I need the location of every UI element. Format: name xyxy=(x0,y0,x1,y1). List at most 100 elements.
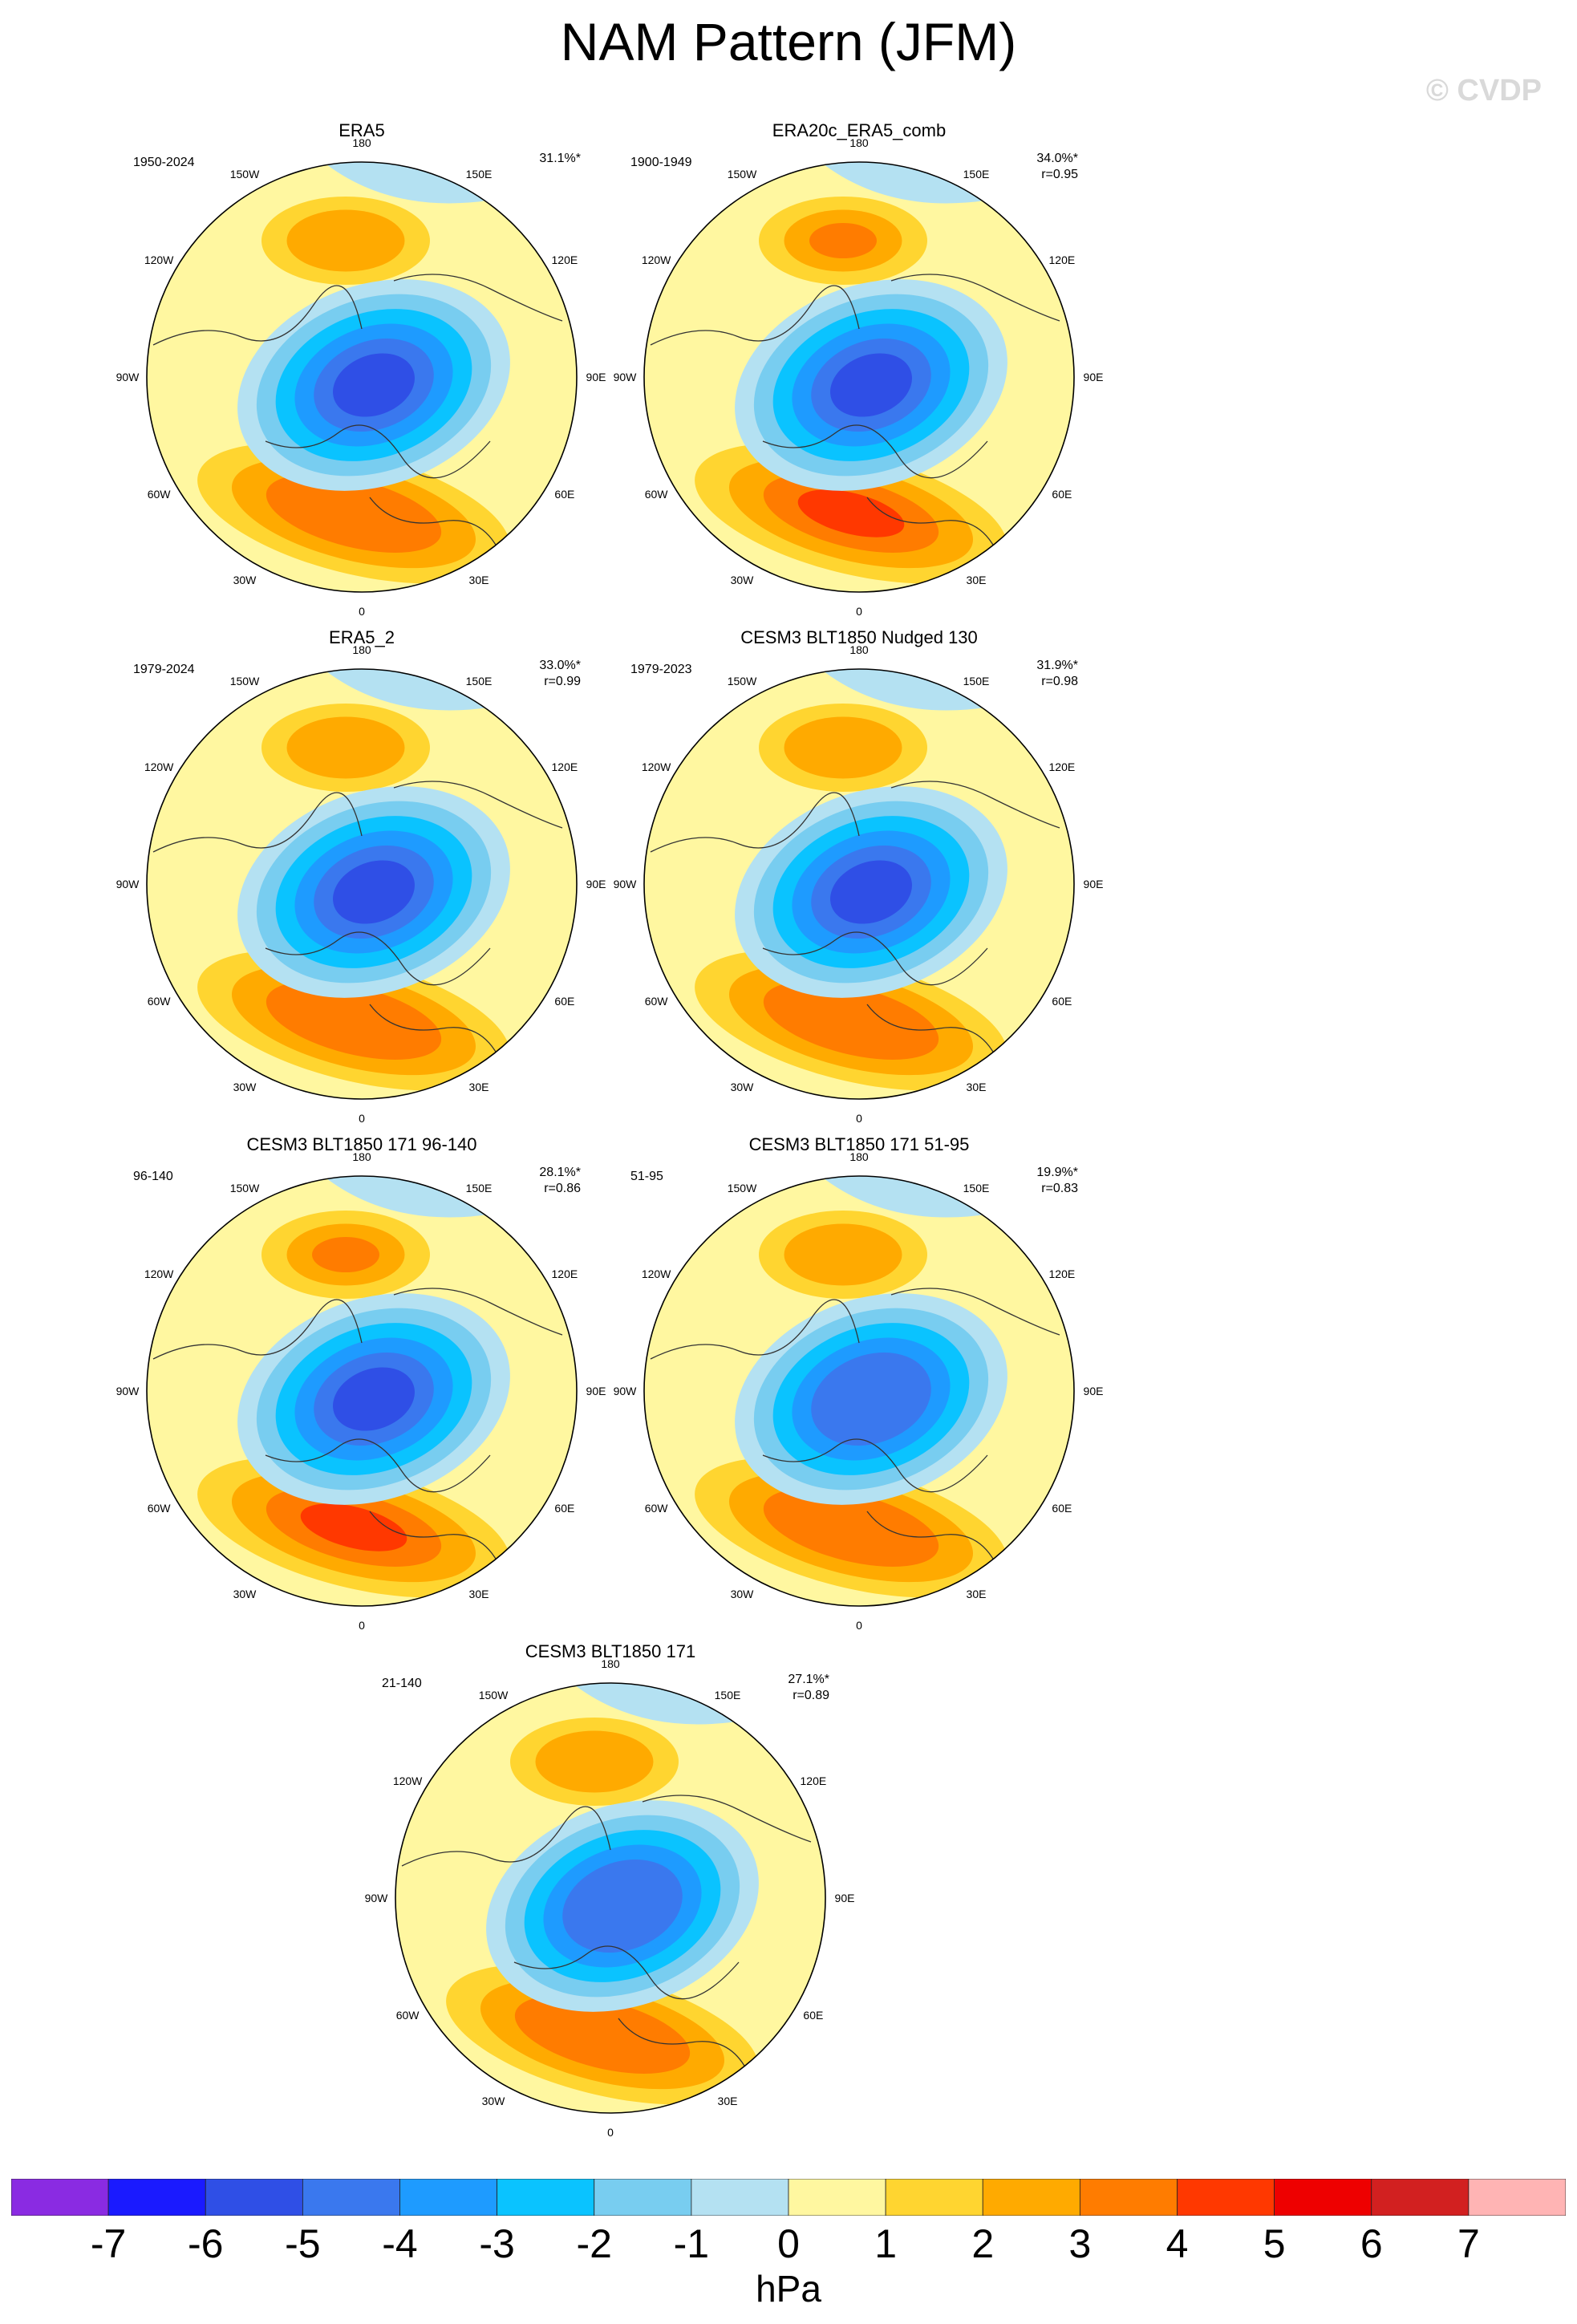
lon-label: 60E xyxy=(554,995,575,1008)
map-panel-1: ERA5 1950-2024 31.1%* 180 150E 120E 90E 60E 30E 0… xyxy=(1,120,723,618)
lon-label: 60E xyxy=(803,2009,824,2022)
lon-label: 0 xyxy=(856,605,862,618)
polar-map xyxy=(643,161,1075,593)
colorbar-tick-label: -2 xyxy=(576,2221,612,2266)
lon-label: 30E xyxy=(966,573,987,586)
panel-period: 1900-1949 xyxy=(630,156,692,169)
arctic-negative-contour xyxy=(333,1367,415,1431)
lon-label: 180 xyxy=(849,136,869,149)
lon-label: 30W xyxy=(233,1080,257,1093)
lon-label: 90W xyxy=(613,878,637,890)
lon-label: 0 xyxy=(359,605,365,618)
colorbar-tick-label: -3 xyxy=(479,2221,515,2266)
lon-label: 30W xyxy=(730,1587,754,1600)
atlantic-positive-contour xyxy=(266,474,442,553)
colorbar-tick-label: -4 xyxy=(382,2221,418,2266)
colorbar-swatch xyxy=(107,2179,206,2216)
lon-label: 90W xyxy=(613,1385,637,1397)
colorbar-tick-label: 3 xyxy=(1068,2221,1092,2266)
lon-label: 60E xyxy=(1052,995,1072,1008)
colorbar-swatch xyxy=(1468,2179,1566,2216)
colorbar-tick-label: 7 xyxy=(1457,2221,1480,2266)
lon-label: 30E xyxy=(966,1587,987,1600)
lon-label: 180 xyxy=(352,643,371,656)
lon-label: 150W xyxy=(727,1182,757,1195)
map-panel-6: CESM3 BLT1850 171 51-95 51-95 19.9%* r=0.83… xyxy=(498,1134,1220,1632)
panel-variance-pct: 28.1%* xyxy=(539,1166,581,1179)
lon-label: 60E xyxy=(554,488,575,501)
polar-map xyxy=(146,1175,578,1607)
lon-label: 90E xyxy=(586,371,606,383)
panel-period: 1950-2024 xyxy=(133,156,195,169)
coastline xyxy=(650,274,1060,570)
lon-label: 150E xyxy=(963,675,990,688)
panel-title: ERA20c_ERA5_comb xyxy=(772,120,947,140)
lon-label: 150E xyxy=(963,168,990,181)
arctic-negative-contour xyxy=(830,353,912,417)
colorbar-tick-label: 6 xyxy=(1360,2221,1383,2266)
lon-label: 180 xyxy=(352,136,371,149)
panel-title: CESM3 BLT1850 171 51-95 xyxy=(748,1134,970,1154)
lon-label: 180 xyxy=(352,1150,371,1163)
pacific-positive-contour xyxy=(312,1237,379,1272)
pacific-positive-contour xyxy=(535,1730,654,1793)
lon-label: 90W xyxy=(116,371,140,383)
pacific-positive-contour xyxy=(784,716,902,779)
lon-label: 150E xyxy=(465,168,493,181)
copyright-watermark: © CVDP xyxy=(1425,74,1542,107)
colorbar-tick-label: -7 xyxy=(90,2221,127,2266)
colorbar-swatch xyxy=(497,2179,595,2216)
lon-label: 180 xyxy=(849,1150,869,1163)
colorbar-labels: -7 -6 -5 -4 -3 -2 -1 0 1 2 3 4 5 6 7 xyxy=(0,2221,1577,2269)
panel-title: ERA5_2 xyxy=(329,627,395,647)
atlantic-positive-contour xyxy=(763,981,939,1060)
polar-map xyxy=(395,1682,826,2114)
map-panel-5: CESM3 BLT1850 171 96-140 96-140 28.1%* r=0.… xyxy=(1,1134,723,1632)
arctic-negative-contour xyxy=(562,1859,683,1953)
colorbar-tick-label: -5 xyxy=(285,2221,321,2266)
map-panel-7: CESM3 BLT1850 171 21-140 27.1%* r=0.89 180 15… xyxy=(249,1641,971,2139)
lon-label: 30E xyxy=(717,2094,738,2107)
colorbar-swatch xyxy=(399,2179,498,2216)
atlantic-positive-contour xyxy=(797,489,905,537)
lon-label: 90E xyxy=(586,1385,606,1397)
colorbar-swatch xyxy=(1274,2179,1372,2216)
lon-label: 30W xyxy=(233,573,257,586)
page-title: NAM Pattern (JFM) xyxy=(560,12,1017,71)
panel-period: 96-140 xyxy=(133,1170,173,1183)
map-panel-3: ERA5_2 1979-2024 33.0%* r=0.99 180 150E 120E 90… xyxy=(1,627,723,1125)
lon-label: 60E xyxy=(1052,488,1072,501)
panel-correlation: r=0.89 xyxy=(793,1689,829,1702)
lon-label: 0 xyxy=(607,2126,614,2139)
atlantic-positive-contour xyxy=(514,1995,691,2074)
panel-variance-pct: 33.0%* xyxy=(539,659,581,672)
lon-label: 0 xyxy=(359,1619,365,1632)
lon-label: 90W xyxy=(613,371,637,383)
panel-correlation: r=0.99 xyxy=(544,675,581,688)
panel-title: ERA5 xyxy=(339,120,385,140)
map-border xyxy=(395,1682,826,2114)
lon-label: 60E xyxy=(1052,1502,1072,1515)
colorbar-swatch xyxy=(205,2179,303,2216)
colorbar-units: hPa xyxy=(756,2268,821,2310)
coastline xyxy=(650,781,1060,1077)
lon-label: 150E xyxy=(465,1182,493,1195)
lon-label: 60W xyxy=(644,1502,668,1515)
lon-label: 120W xyxy=(144,1267,174,1280)
lon-label: 0 xyxy=(856,1619,862,1632)
lon-label: 90E xyxy=(834,1892,855,1904)
colorbar-tick-label: 4 xyxy=(1166,2221,1189,2266)
map-border xyxy=(146,668,578,1100)
lon-label: 150W xyxy=(727,675,757,688)
colorbar-tick-label: -6 xyxy=(188,2221,224,2266)
lon-label: 150W xyxy=(727,168,757,181)
lon-label: 90W xyxy=(116,878,140,890)
map-border xyxy=(643,668,1075,1100)
colorbar-swatch xyxy=(1177,2179,1275,2216)
lon-label: 120W xyxy=(641,1267,671,1280)
colorbar-tick-label: -1 xyxy=(673,2221,710,2266)
panel-correlation: r=0.95 xyxy=(1041,168,1078,181)
lon-label: 120E xyxy=(1048,253,1076,266)
lon-label: 30W xyxy=(233,1587,257,1600)
pacific-positive-contour xyxy=(286,716,405,779)
